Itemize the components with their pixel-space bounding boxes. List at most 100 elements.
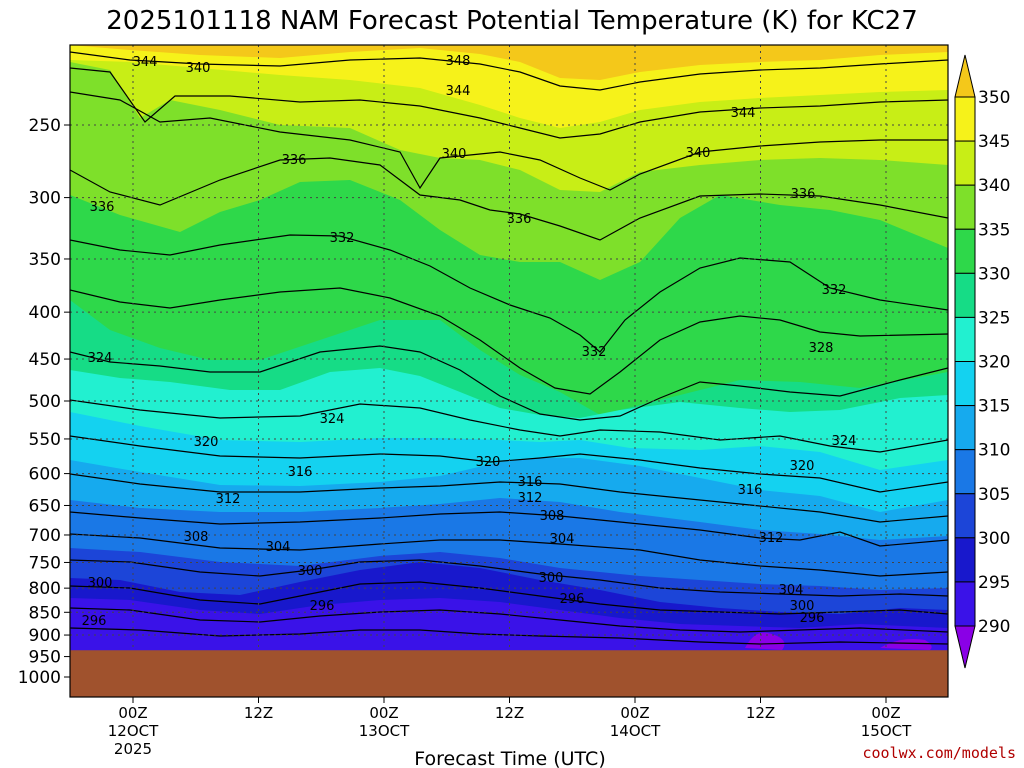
contour-label: 340	[186, 61, 211, 76]
band-cold-pocket-2	[880, 639, 932, 650]
y-tick-label: 350	[29, 250, 61, 270]
contour-label: 336	[282, 153, 307, 168]
colorbar-swatch	[954, 140, 976, 186]
contour-label: 316	[738, 483, 763, 498]
contour-label: 328	[809, 341, 834, 356]
contour-label: 336	[507, 212, 532, 227]
y-tick-label: 400	[29, 303, 61, 323]
contour-label: 332	[822, 283, 847, 298]
colorbar-swatch	[954, 316, 976, 362]
contour-label: 296	[310, 599, 335, 614]
contour-label: 340	[442, 147, 467, 162]
colorbar-label: 340	[978, 176, 1010, 196]
colorbar-swatch	[954, 96, 976, 142]
x-tick-date-label: 15OCT	[861, 722, 912, 740]
contour-label: 308	[540, 509, 565, 524]
contour-line	[70, 345, 948, 421]
contour-label: 296	[800, 611, 825, 626]
contour-line	[70, 607, 948, 633]
colorbar-label: 330	[978, 264, 1010, 284]
colorbar-label: 295	[978, 573, 1010, 593]
colorbar-swatch	[954, 405, 976, 451]
colorbar: 290 295 300 305 310 315 320 325 330 335 340 345 350	[954, 54, 1010, 669]
contour-line	[70, 533, 948, 577]
x-axis-title: Forecast Time (UTC)	[414, 748, 605, 768]
x-tick-date-label: 12OCT	[108, 722, 159, 740]
colorbar-label: 290	[978, 617, 1010, 637]
y-tick-label: 1000	[18, 668, 61, 688]
x-tick-date-label: 14OCT	[610, 722, 661, 740]
y-tick-label: 700	[29, 526, 61, 546]
colorbar-top-triangle	[954, 54, 976, 98]
contour-label: 304	[779, 583, 804, 598]
credit-text: coolwx.com/models	[862, 744, 1016, 762]
contour-label: 304	[266, 540, 291, 555]
y-tick-label: 450	[29, 350, 61, 370]
y-tick-label: 500	[29, 392, 61, 412]
x-tick-label: 00Z	[620, 704, 649, 722]
contour-label: 300	[539, 571, 564, 586]
x-tick-label: 00Z	[118, 704, 147, 722]
colorbar-swatch	[954, 537, 976, 583]
contour-label: 300	[88, 576, 113, 591]
y-tick-label: 650	[29, 496, 61, 516]
contour-line	[70, 157, 948, 241]
chart-title: 2025101118 NAM Forecast Potential Temper…	[106, 6, 918, 36]
contour-label: 312	[518, 491, 543, 506]
contour-label: 320	[476, 455, 501, 470]
contour-label: 344	[731, 106, 756, 121]
contour-line	[70, 473, 948, 523]
contour-label: 332	[330, 231, 355, 246]
y-tick-label: 800	[29, 579, 61, 599]
colorbar-label: 325	[978, 308, 1010, 328]
contour-label: 336	[791, 187, 816, 202]
y-tick-label: 600	[29, 465, 61, 485]
contour-label: 300	[298, 564, 323, 579]
x-tick-year-label: 2025	[114, 740, 152, 758]
colorbar-label: 345	[978, 132, 1010, 152]
colorbar-label: 315	[978, 397, 1010, 417]
contour-line	[70, 51, 948, 91]
contour-label: 320	[790, 459, 815, 474]
contour-line	[70, 234, 948, 353]
x-tick-date-label: 13OCT	[359, 722, 410, 740]
x-tick-label: 12Z	[495, 704, 524, 722]
y-tick-label: 750	[29, 553, 61, 573]
contour-label: 304	[550, 532, 575, 547]
contour-line	[70, 435, 948, 493]
band-cold-pocket-1	[745, 632, 785, 650]
contour-label: 316	[288, 465, 313, 480]
contour-label: 300	[790, 599, 815, 614]
colorbar-label: 335	[978, 220, 1010, 240]
colorbar-swatch	[954, 228, 976, 274]
contour-label: 344	[446, 84, 471, 99]
y-tick-label: 550	[29, 430, 61, 450]
contour-label: 296	[82, 614, 107, 629]
contour-label: 348	[446, 54, 471, 69]
colorbar-label: 310	[978, 441, 1010, 461]
plot-area	[70, 45, 948, 697]
contour-label: 344	[133, 55, 158, 70]
colorbar-swatch	[954, 493, 976, 539]
contour-label: 320	[194, 435, 219, 450]
contour-line	[70, 91, 948, 191]
colorbar-label: 300	[978, 529, 1010, 549]
colorbar-label: 350	[978, 88, 1010, 108]
colorbar-bottom-triangle	[954, 625, 976, 669]
contour-label: 324	[88, 351, 113, 366]
contour-line	[70, 627, 948, 645]
colorbar-swatch	[954, 184, 976, 230]
contour-label: 308	[184, 530, 209, 545]
x-tick-label: 00Z	[369, 704, 398, 722]
contour-label: 332	[582, 345, 607, 360]
contour-line	[70, 559, 948, 597]
contour-line	[70, 399, 948, 453]
contour-label: 324	[832, 434, 857, 449]
contour-label: 312	[759, 531, 784, 546]
colorbar-label: 305	[978, 485, 1010, 505]
x-tick-label: 12Z	[746, 704, 775, 722]
y-tick-label: 250	[29, 116, 61, 136]
y-tick-label: 900	[29, 626, 61, 646]
y-axis: 250 300 350 400 450 500 550 600 650 700 750 800 850 9…	[18, 116, 70, 688]
